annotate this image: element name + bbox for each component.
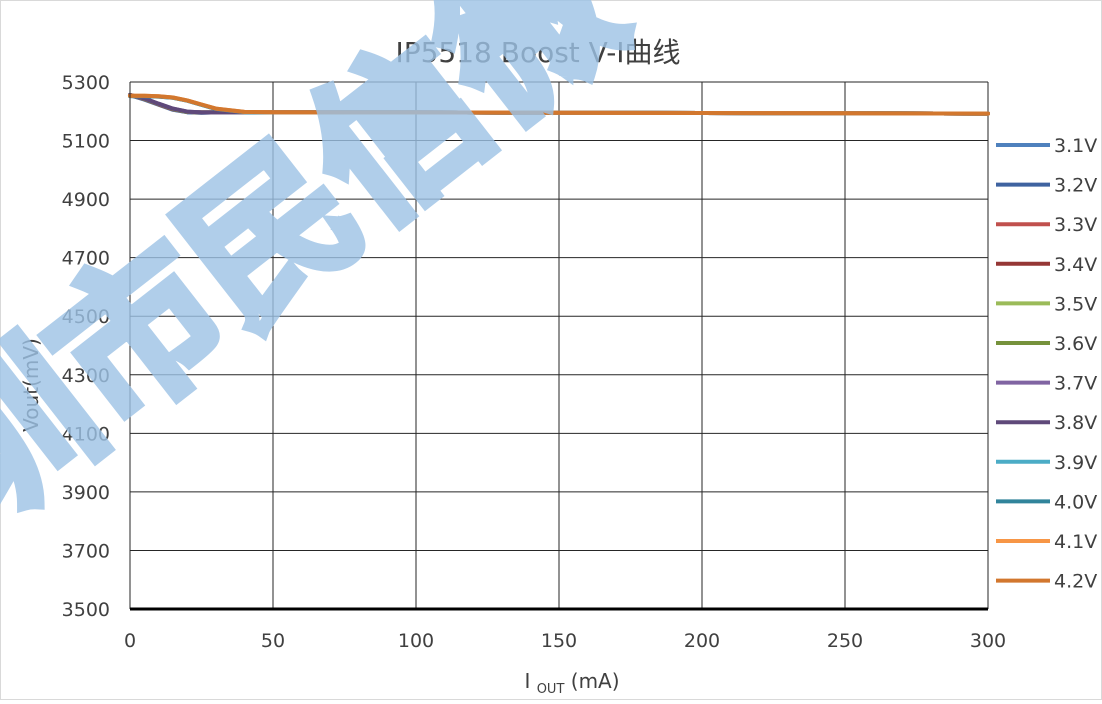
y-tick-label: 3500 [62, 599, 110, 621]
legend-item: 3.3V [996, 214, 1097, 236]
legend: 3.1V 3.2V 3.3V 3.4V 3.5V 3.6V 3.7V 3.8V 3.9V 4.0V… [996, 135, 1097, 593]
legend-item: 3.5V [996, 293, 1097, 315]
legend-label: 3.2V [1054, 175, 1097, 197]
x-axis-label-main: I [524, 669, 530, 693]
legend-item: 4.1V [996, 531, 1097, 553]
legend-label: 3.7V [1054, 373, 1097, 395]
x-tick-label: 250 [827, 630, 863, 652]
grid-layer [130, 81, 989, 609]
x-tick-label: 300 [970, 630, 1006, 652]
legend-label: 3.6V [1054, 333, 1097, 355]
y-tick-label: 5300 [62, 72, 110, 94]
legend-label: 3.9V [1054, 452, 1097, 474]
legend-label: 3.3V [1054, 214, 1097, 236]
legend-item: 3.6V [996, 333, 1097, 355]
legend-item: 3.8V [996, 412, 1097, 434]
chart-title: IP5518 Boost V-I曲线 [395, 36, 680, 69]
y-tick-label: 5100 [62, 131, 110, 153]
x-axis-label-unit: (mA) [571, 669, 620, 693]
legend-item: 4.0V [996, 491, 1097, 513]
legend-label: 3.1V [1054, 135, 1097, 157]
x-tick-label: 50 [261, 630, 285, 652]
y-tick-label: 3900 [62, 482, 110, 504]
legend-item: 3.1V [996, 135, 1097, 157]
x-axis-label: I OUT (mA) [524, 669, 619, 698]
legend-item: 3.7V [996, 373, 1097, 395]
series-layer [128, 92, 990, 116]
legend-item: 3.4V [996, 254, 1097, 276]
series-line-4.2V [128, 93, 990, 116]
legend-item: 3.2V [996, 175, 1097, 197]
y-axis-label: Vout(mV) [19, 338, 43, 432]
y-tick-label: 4700 [62, 248, 110, 270]
legend-label: 3.8V [1054, 412, 1097, 434]
y-tick-label: 4100 [62, 423, 110, 445]
legend-label: 3.5V [1054, 293, 1097, 315]
legend-item: 3.9V [996, 452, 1097, 474]
x-axis-label-subscript: OUT [537, 682, 565, 697]
y-tick-label: 3700 [62, 540, 110, 562]
y-tick-label: 4300 [62, 365, 110, 387]
x-tick-label: 100 [398, 630, 434, 652]
legend-item: 4.2V [996, 571, 1097, 593]
legend-label: 3.4V [1054, 254, 1097, 276]
x-tick-label: 200 [684, 630, 720, 652]
legend-label: 4.1V [1054, 531, 1097, 553]
axis-layer: 3500 3700 3900 4100 4300 4500 4700 4900 5100 5300… [62, 72, 1006, 652]
legend-label: 4.2V [1054, 571, 1097, 593]
x-tick-label: 0 [124, 630, 136, 652]
legend-label: 4.0V [1054, 491, 1097, 513]
x-tick-label: 150 [541, 630, 577, 652]
y-tick-label: 4900 [62, 189, 110, 211]
y-tick-label: 4500 [62, 306, 110, 328]
